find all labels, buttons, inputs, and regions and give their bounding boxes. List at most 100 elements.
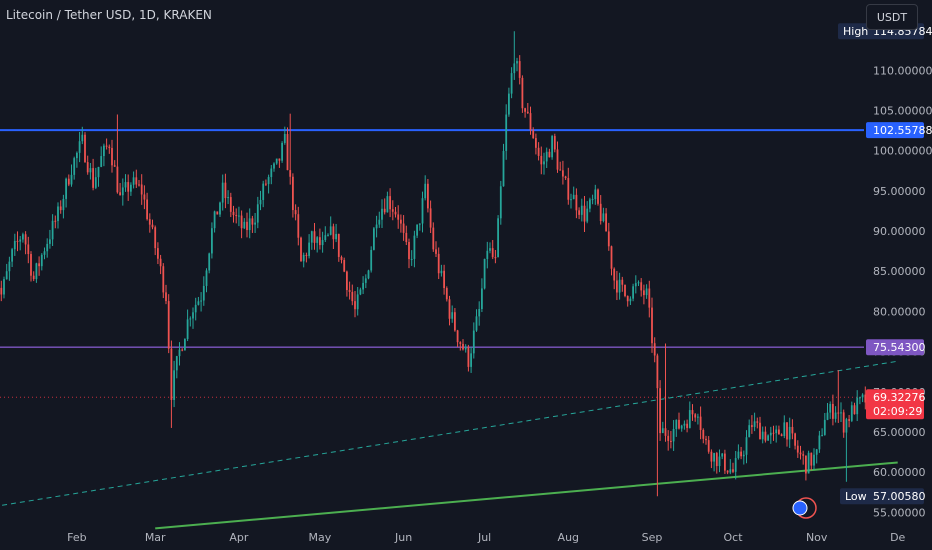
candle — [70, 164, 73, 187]
candle-body — [715, 453, 718, 467]
candle-body — [602, 213, 605, 222]
current-price-label: 69.32276 — [873, 391, 926, 404]
candle — [513, 31, 516, 80]
candle-body — [346, 271, 348, 291]
candle-body — [791, 426, 794, 434]
candle-body — [810, 452, 813, 466]
candle-body — [853, 405, 856, 415]
candle — [308, 234, 310, 259]
candle — [159, 254, 162, 275]
candle — [796, 440, 799, 458]
candle — [807, 450, 810, 474]
candle-body — [229, 197, 232, 212]
candle-body — [783, 422, 786, 436]
candle-body — [626, 295, 629, 302]
candle — [256, 196, 259, 229]
candle-body — [70, 174, 73, 185]
currency-button[interactable]: USDT — [866, 4, 918, 30]
candle-body — [329, 226, 332, 235]
y-tick-label: 100.00000 — [873, 145, 932, 158]
candle — [648, 280, 651, 318]
candle-body — [823, 419, 826, 435]
y-tick-label: 55.00000 — [873, 506, 926, 519]
candle — [337, 233, 340, 262]
candle-body — [707, 440, 710, 452]
candle-body — [532, 130, 535, 139]
candle — [454, 308, 456, 332]
candle — [810, 452, 813, 471]
candle — [570, 193, 572, 209]
candle — [537, 142, 540, 161]
candle-body — [535, 138, 537, 148]
candle — [688, 401, 691, 429]
candle — [742, 450, 745, 465]
candle-body — [202, 285, 205, 301]
candle — [267, 174, 270, 194]
candle-body — [551, 136, 553, 158]
candle — [594, 184, 597, 205]
candle — [859, 396, 861, 405]
candle-body — [548, 151, 551, 158]
candle — [30, 251, 32, 282]
candle — [535, 133, 537, 155]
candle-body — [111, 147, 113, 166]
candle — [127, 174, 130, 201]
candle-body — [30, 254, 32, 276]
candle-body — [856, 397, 859, 415]
candle-body — [467, 347, 470, 367]
candle-body — [32, 275, 35, 280]
candle — [386, 191, 389, 213]
candle-body — [753, 421, 756, 427]
candle-body — [408, 242, 410, 260]
candle — [391, 200, 394, 221]
candle-body — [49, 239, 51, 244]
candle — [697, 413, 699, 425]
candle-body — [240, 215, 243, 229]
candle — [186, 309, 189, 342]
candle-body — [516, 61, 518, 64]
candle — [19, 236, 22, 251]
candle — [167, 294, 170, 354]
candle — [478, 301, 481, 326]
candle-body — [848, 419, 850, 421]
candle-body — [640, 282, 643, 291]
candle — [132, 171, 135, 189]
candle-body — [832, 403, 834, 419]
candle — [367, 269, 370, 280]
candle-body — [335, 233, 337, 240]
candle — [397, 205, 400, 229]
candle-body — [308, 242, 310, 256]
y-tick-label: 90.00000 — [873, 225, 926, 238]
candle — [516, 57, 518, 72]
candle-body — [443, 270, 445, 289]
candle-body — [205, 270, 208, 286]
candle — [116, 114, 119, 194]
candles-group — [0, 31, 867, 497]
candle — [778, 425, 780, 435]
x-tick-label: Jul — [477, 531, 491, 544]
candle-body — [629, 298, 632, 302]
candle — [448, 295, 451, 326]
candle — [240, 210, 243, 239]
candle-body — [448, 299, 451, 319]
candle — [32, 271, 35, 282]
candle — [329, 216, 332, 236]
candle — [27, 236, 30, 264]
candle — [213, 210, 216, 233]
candle — [124, 174, 127, 192]
candle — [502, 143, 505, 187]
candle-body — [796, 445, 799, 453]
candle-body — [702, 429, 705, 439]
candle — [5, 263, 8, 280]
candle — [121, 178, 124, 206]
candle — [499, 180, 502, 225]
candle-body — [89, 168, 92, 173]
candle-body — [729, 469, 732, 473]
candle-body — [859, 397, 861, 399]
candle-body — [189, 318, 192, 320]
candle — [751, 415, 753, 434]
candle-body — [470, 353, 472, 367]
candle-body — [192, 312, 194, 319]
candle — [251, 215, 254, 233]
